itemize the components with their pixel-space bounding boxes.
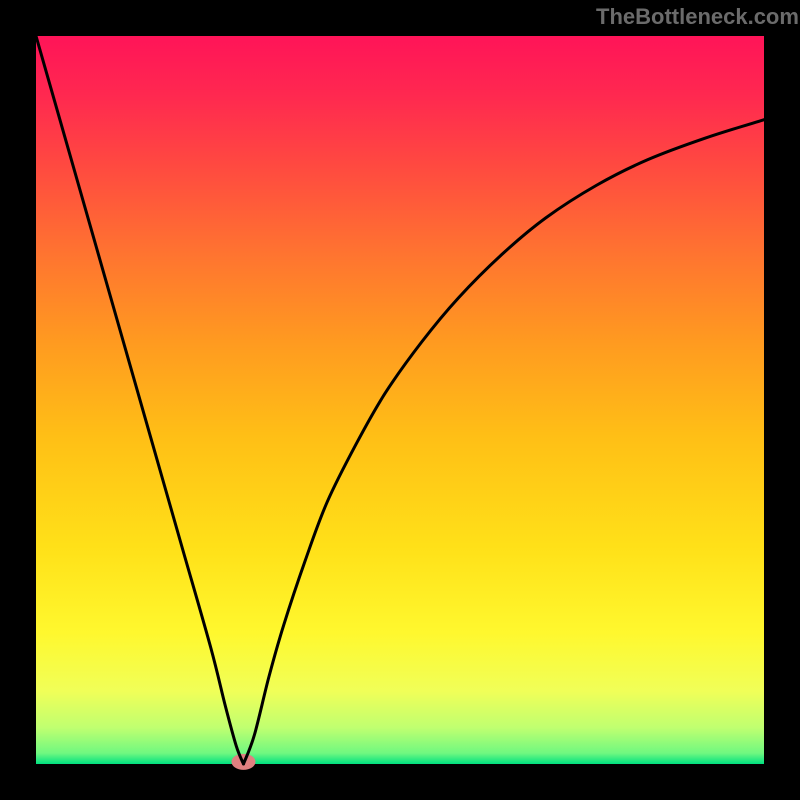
watermark-text: TheBottleneck.com	[596, 4, 799, 30]
bottleneck-chart	[0, 0, 800, 800]
gradient-background	[36, 36, 764, 764]
